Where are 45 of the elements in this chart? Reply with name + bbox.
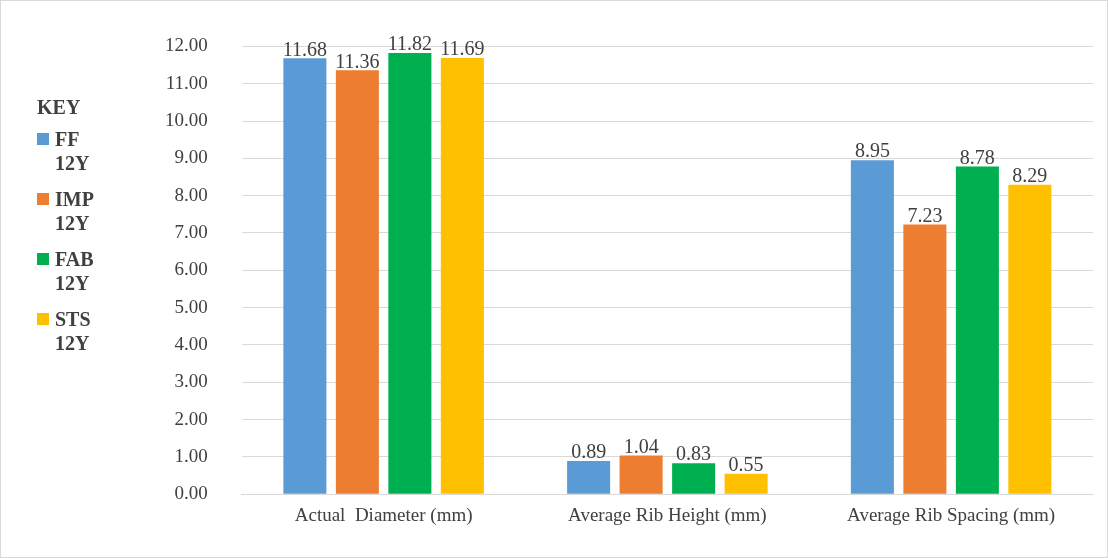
y-tick-label: 12.00: [165, 34, 208, 56]
data-label: 1.04: [623, 434, 659, 457]
y-tick-label: 10.00: [165, 109, 208, 131]
data-label: 11.68: [282, 37, 328, 60]
y-tick-label: 3.00: [174, 370, 208, 392]
bar: [440, 57, 484, 494]
legend-title: KEY: [37, 96, 82, 119]
data-label: 11.82: [387, 32, 432, 55]
legend-label: FAB 12Y: [55, 247, 95, 295]
legend-label: FF 12Y: [55, 127, 91, 175]
bar: [955, 166, 999, 494]
data-label: 8.78: [959, 145, 995, 168]
bar: [724, 473, 768, 494]
y-tick-label: 2.00: [174, 407, 208, 429]
x-tick-label: Average Rib Height (mm): [568, 503, 767, 526]
bar: [283, 58, 327, 494]
y-tick-label: 6.00: [174, 258, 208, 280]
y-tick-label: 4.00: [174, 332, 208, 354]
data-label: 0.83: [676, 442, 712, 465]
bar: [335, 70, 379, 494]
x-tick-label: Actual Diameter (mm): [294, 503, 473, 526]
y-tick-label: 0.00: [174, 482, 208, 504]
data-label: 0.55: [728, 452, 764, 475]
y-tick-label: 8.00: [174, 183, 208, 205]
y-tick-label: 1.00: [174, 444, 208, 466]
y-tick-label: 5.00: [174, 295, 208, 317]
bar: [567, 460, 611, 494]
legend-label: IMP 12Y: [55, 187, 95, 235]
bar: [619, 455, 663, 494]
bar: [672, 463, 716, 494]
data-label: 8.29: [1012, 164, 1048, 187]
bar: [1008, 184, 1052, 494]
data-label: 0.89: [571, 440, 607, 463]
y-tick-label: 9.00: [174, 146, 208, 168]
data-label: 11.36: [335, 49, 380, 72]
y-tick-label: 11.00: [165, 71, 208, 93]
x-tick-label: Average Rib Spacing (mm): [847, 503, 1056, 526]
bar: [850, 160, 894, 494]
bar: [903, 224, 947, 494]
y-tick-label: 7.00: [174, 220, 208, 242]
data-label: 11.69: [440, 37, 485, 60]
legend-label: STS 12Y: [55, 307, 92, 355]
data-label: 7.23: [907, 203, 943, 226]
data-label: 8.95: [854, 139, 890, 162]
bar: [388, 53, 432, 494]
